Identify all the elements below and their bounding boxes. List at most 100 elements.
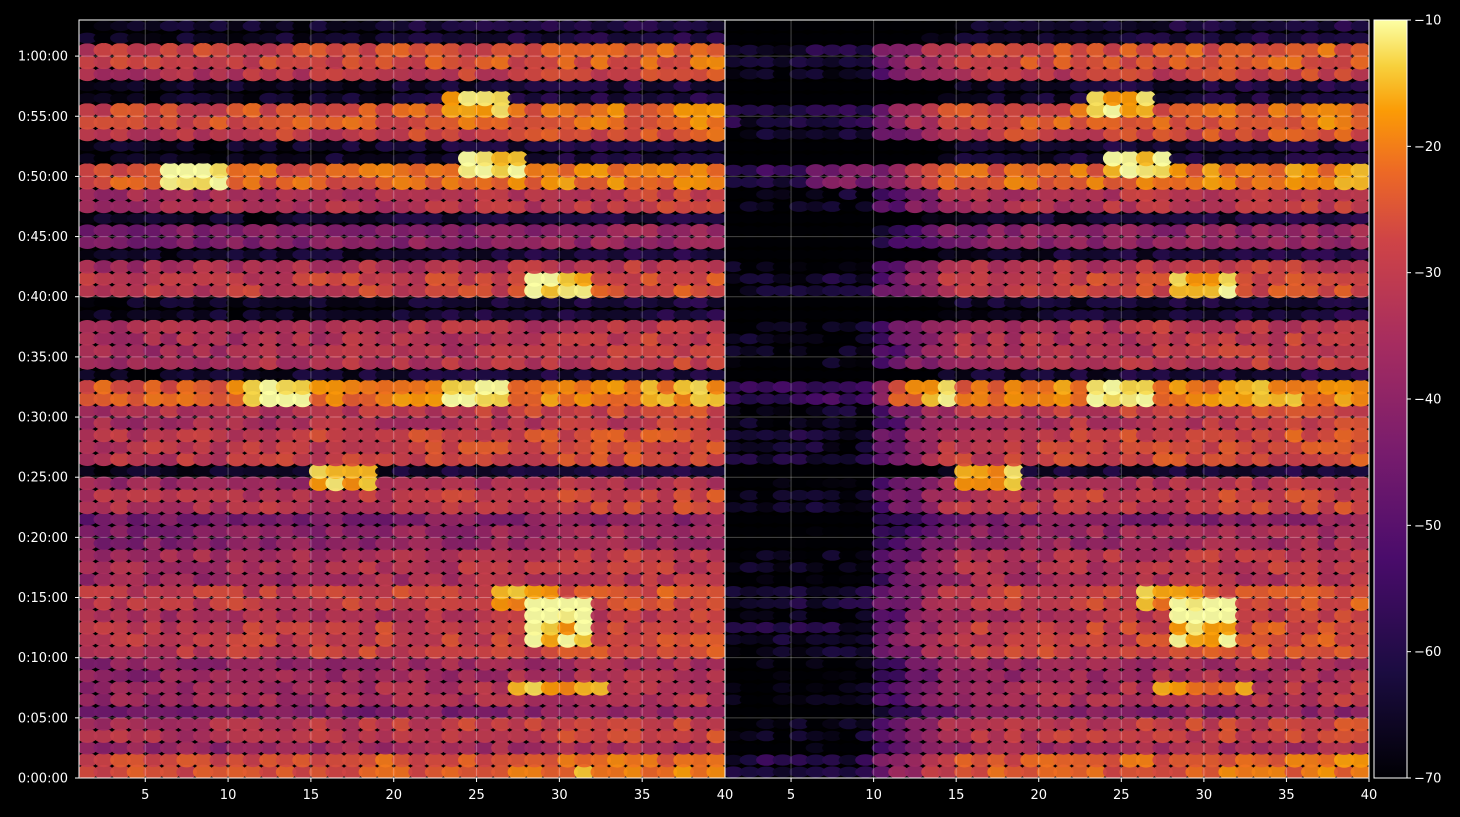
heatmap-cell bbox=[607, 741, 628, 755]
heatmap-cell bbox=[689, 524, 711, 539]
heatmap-cell bbox=[871, 729, 893, 743]
heatmap-cell bbox=[1334, 343, 1355, 358]
heatmap-cell bbox=[441, 369, 463, 381]
heatmap-cell bbox=[607, 20, 628, 32]
heatmap-cell bbox=[623, 488, 645, 503]
heatmap-cell bbox=[242, 572, 264, 587]
heatmap-cell bbox=[1069, 524, 1091, 538]
heatmap-cell bbox=[358, 249, 380, 260]
heatmap-cell bbox=[756, 309, 777, 320]
heatmap-cell bbox=[1152, 416, 1173, 431]
heatmap-cell bbox=[871, 249, 893, 260]
heatmap-cell bbox=[954, 140, 975, 152]
heatmap-cell bbox=[491, 297, 512, 309]
heatmap-cell bbox=[524, 403, 545, 419]
heatmap-cell bbox=[921, 391, 942, 407]
heatmap-cell bbox=[937, 560, 959, 575]
heatmap-cell bbox=[93, 199, 115, 214]
heatmap-cell bbox=[1284, 608, 1305, 623]
heatmap-cell bbox=[424, 656, 446, 671]
heatmap-cell bbox=[623, 416, 645, 431]
heatmap-cell bbox=[1053, 705, 1074, 719]
heatmap-cell bbox=[375, 560, 396, 575]
heatmap-cell bbox=[772, 754, 793, 766]
heatmap-cell bbox=[458, 560, 479, 575]
heatmap-cell bbox=[441, 500, 463, 515]
heatmap-cell bbox=[458, 752, 479, 768]
heatmap-cell bbox=[209, 572, 231, 587]
heatmap-cell bbox=[838, 153, 859, 164]
heatmap-cell bbox=[689, 536, 711, 551]
heatmap-cell bbox=[308, 548, 330, 563]
heatmap-cell bbox=[358, 93, 380, 104]
heatmap-cell bbox=[871, 309, 893, 320]
heatmap-cell bbox=[822, 225, 843, 236]
heatmap-cell bbox=[143, 213, 164, 224]
heatmap-cell bbox=[689, 560, 711, 575]
heatmap-cell bbox=[358, 475, 380, 492]
heatmap-cell bbox=[805, 658, 826, 669]
heatmap-cell bbox=[192, 115, 214, 130]
heatmap-cell bbox=[242, 476, 264, 490]
heatmap-cell bbox=[739, 562, 760, 573]
heatmap-cell bbox=[1102, 608, 1124, 623]
heatmap-cell bbox=[1350, 152, 1369, 164]
heatmap-cell bbox=[673, 608, 694, 623]
heatmap-cell bbox=[474, 102, 496, 118]
heatmap-cell bbox=[1086, 20, 1107, 32]
heatmap-cell bbox=[93, 224, 115, 238]
heatmap-cell bbox=[325, 20, 347, 32]
heatmap-cell bbox=[590, 427, 612, 443]
heatmap-cell bbox=[838, 682, 859, 693]
heatmap-cell bbox=[1135, 439, 1157, 455]
heatmap-cell bbox=[921, 81, 942, 92]
heatmap-cell bbox=[987, 32, 1008, 44]
heatmap-cell bbox=[590, 644, 612, 660]
heatmap-cell bbox=[143, 369, 164, 380]
heatmap-cell bbox=[1135, 583, 1157, 600]
heatmap-cell bbox=[590, 355, 612, 370]
heatmap-cell bbox=[1086, 560, 1107, 575]
heatmap-cell bbox=[557, 728, 578, 744]
heatmap-cell bbox=[1168, 403, 1190, 419]
heatmap-cell bbox=[1069, 476, 1091, 491]
heatmap-cell bbox=[1235, 620, 1256, 635]
heatmap-cell bbox=[292, 379, 313, 395]
heatmap-cell bbox=[725, 297, 744, 308]
heatmap-cell bbox=[987, 42, 1008, 58]
heatmap-cell bbox=[1086, 153, 1107, 164]
heatmap-cell bbox=[1168, 451, 1190, 467]
heatmap-cell bbox=[424, 54, 446, 70]
heatmap-cell bbox=[507, 187, 529, 202]
heatmap-cell bbox=[292, 452, 313, 467]
heatmap-cell bbox=[275, 428, 297, 443]
heatmap-cell bbox=[110, 283, 131, 298]
heatmap-cell bbox=[987, 80, 1008, 92]
heatmap-cell bbox=[756, 550, 777, 561]
heatmap-cell bbox=[888, 488, 909, 502]
heatmap-cell bbox=[656, 102, 678, 118]
heatmap-cell bbox=[93, 560, 115, 575]
heatmap-cell bbox=[970, 584, 992, 599]
heatmap-cell bbox=[1301, 500, 1322, 515]
heatmap-cell bbox=[1135, 199, 1157, 214]
heatmap-cell bbox=[706, 560, 725, 575]
heatmap-cell bbox=[176, 213, 197, 224]
heatmap-cell bbox=[1135, 513, 1157, 526]
heatmap-cell bbox=[1152, 249, 1173, 261]
heatmap-cell bbox=[656, 224, 678, 238]
heatmap-cell bbox=[275, 127, 297, 142]
heatmap-cell bbox=[1086, 32, 1107, 44]
heatmap-cell bbox=[192, 141, 214, 152]
heatmap-cell bbox=[126, 404, 148, 418]
heatmap-cell bbox=[937, 249, 959, 260]
heatmap-cell bbox=[1301, 80, 1322, 92]
heatmap-cell bbox=[1069, 379, 1091, 395]
heatmap-cell bbox=[1152, 140, 1173, 152]
heatmap-cell bbox=[822, 321, 843, 333]
heatmap-cell bbox=[176, 356, 197, 370]
heatmap-cell bbox=[308, 440, 330, 454]
heatmap-cell bbox=[970, 560, 992, 575]
heatmap-cell bbox=[441, 90, 463, 106]
heatmap-cell bbox=[640, 271, 661, 287]
